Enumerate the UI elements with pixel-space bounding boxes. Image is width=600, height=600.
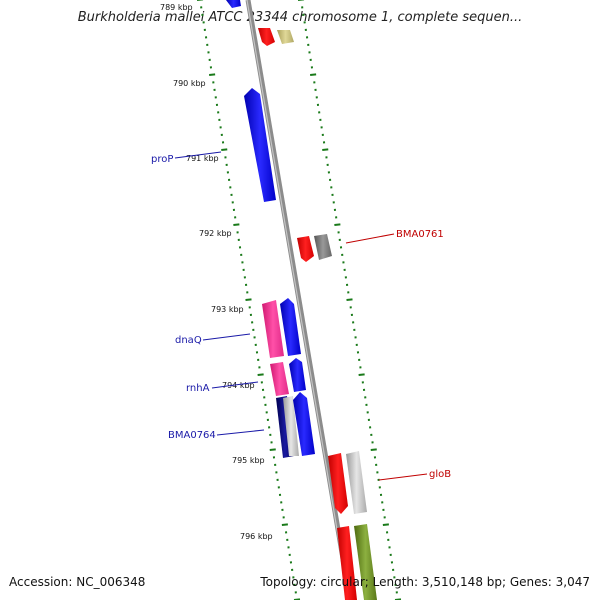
- gene-rnhA[interactable]: [289, 358, 306, 392]
- gene-label-dnaQ[interactable]: dnaQ: [175, 335, 202, 346]
- tick-label-789: 789 kbp: [160, 3, 193, 12]
- left-track-tick: [269, 448, 276, 451]
- tick-label-793: 793 kbp: [211, 305, 244, 314]
- gene-proP[interactable]: [244, 88, 276, 202]
- gene-red-bottom[interactable]: [337, 526, 357, 600]
- kbp-tick-labels: 789 kbp 790 kbp 791 kbp 792 kbp 793 kbp …: [160, 3, 273, 541]
- gene-red-near-BMA0761[interactable]: [297, 236, 314, 262]
- proP-leader: [174, 151, 222, 159]
- gene-dnaQ[interactable]: [280, 298, 301, 356]
- rnhA-leader: [211, 381, 259, 389]
- dnaQ-leader: [202, 333, 251, 341]
- map-title: Burkholderia mallei ATCC 23344 chromosom…: [77, 10, 523, 25]
- summary-text: Topology: circular; Length: 3,510,148 bp…: [260, 575, 590, 589]
- tick-label-795: 795 kbp: [232, 456, 265, 465]
- gene-gloB[interactable]: [328, 453, 348, 514]
- gene-red-top[interactable]: [258, 28, 275, 46]
- left-track-tick: [245, 298, 252, 301]
- left-track-tick: [221, 148, 228, 151]
- BMA0761-leader: [345, 233, 395, 244]
- right-track-tick: [358, 373, 365, 376]
- right-track-tick: [382, 523, 389, 526]
- gene-magenta-dnaQ[interactable]: [262, 300, 284, 358]
- tick-label-791: 791 kbp: [186, 154, 219, 163]
- gene-label-rnhA[interactable]: rnhA: [186, 383, 210, 394]
- gene-blue-top[interactable]: [226, 0, 241, 8]
- gene-light-gloB[interactable]: [346, 451, 367, 514]
- right-track-tick: [322, 148, 329, 151]
- right-track-tick: [334, 223, 341, 226]
- BMA0764-leader: [216, 429, 265, 436]
- gene-BMA0761[interactable]: [314, 234, 332, 260]
- gene-label-BMA0764[interactable]: BMA0764: [168, 430, 216, 441]
- left-tick-track: [197, 0, 301, 600]
- tick-label-796: 796 kbp: [240, 532, 273, 541]
- right-track-tick: [370, 448, 377, 451]
- left-track-tick: [257, 373, 264, 376]
- gene-label-gloB[interactable]: gloB: [429, 469, 451, 480]
- right-track-tick: [310, 73, 317, 76]
- right-track-tick: [346, 298, 353, 301]
- backbone-highlight: [246, 0, 350, 600]
- left-track-tick: [209, 73, 216, 76]
- backbone-line: [245, 0, 353, 600]
- gene-light-BMA0764[interactable]: [283, 396, 299, 456]
- gene-label-BMA0761[interactable]: BMA0761: [396, 229, 444, 240]
- gloB-leader: [378, 473, 428, 481]
- gene-BMA0764[interactable]: [293, 392, 315, 456]
- gene-olive-bottom[interactable]: [354, 524, 377, 600]
- left-track-tick: [233, 223, 240, 226]
- gene-khaki-top[interactable]: [277, 30, 294, 44]
- left-track-tick: [281, 523, 288, 526]
- gene-label-proP[interactable]: proP: [151, 154, 173, 165]
- tick-label-794: 794 kbp: [222, 381, 255, 390]
- tick-label-792: 792 kbp: [199, 229, 232, 238]
- accession-text: Accession: NC_006348: [9, 575, 146, 589]
- right-tick-track: [298, 0, 402, 600]
- tick-label-790: 790 kbp: [173, 79, 206, 88]
- gene-magenta-rnhA[interactable]: [270, 362, 289, 396]
